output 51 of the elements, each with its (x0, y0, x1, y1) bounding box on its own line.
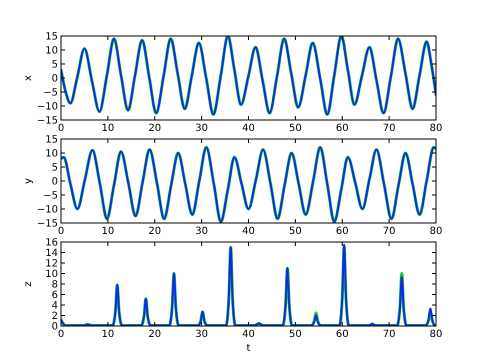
x-tick-label: 10 (102, 123, 114, 134)
x-tick-label: 70 (382, 329, 396, 340)
x-tick-label: 30 (195, 226, 208, 237)
y-tick-label: 10 (45, 148, 58, 160)
y-tick-label: 4 (52, 300, 58, 312)
y-tick-label: 5 (52, 162, 58, 174)
y-tick-label: 8 (52, 280, 58, 290)
y-tick-label: 10 (45, 269, 58, 280)
y-axis-title: z (23, 281, 34, 287)
x-tick-label: 60 (336, 123, 349, 134)
x-tick-label: 30 (195, 329, 208, 340)
y-tick-label: 2 (52, 311, 58, 322)
x-tick-label: 20 (148, 329, 162, 340)
x-tick-label: 50 (289, 329, 302, 340)
x-tick-label: 60 (336, 329, 349, 340)
x-tick-label: 20 (148, 123, 162, 134)
y-tick-label: 16 (45, 238, 58, 248)
y-tick-label: 12 (45, 258, 58, 270)
y-tick-label: 15 (45, 134, 58, 146)
y-axis-title: y (23, 178, 34, 184)
y-tick-label: 0 (52, 176, 58, 188)
y-tick-label: −15 (36, 218, 58, 230)
x-axis-title: t (246, 343, 251, 354)
y-tick-label: 14 (45, 248, 58, 259)
y-tick-label: 5 (52, 60, 58, 70)
y-tick-label: −5 (43, 88, 58, 98)
y-tick-label: 0 (52, 74, 58, 84)
x-tick-label: 50 (289, 226, 302, 237)
x-tick-label: 70 (382, 123, 396, 134)
y-tick-label: −10 (36, 102, 58, 112)
x-tick-label: 40 (242, 123, 255, 134)
y-axis-title: x (23, 74, 34, 81)
x-tick-label: 10 (102, 226, 114, 237)
y-tick-label: 6 (52, 290, 58, 301)
x-tick-label: 80 (430, 226, 442, 237)
x-tick-label: 80 (430, 123, 442, 134)
x-tick-label: 40 (242, 226, 255, 237)
y-tick-label: −5 (43, 190, 58, 202)
y-tick-label: 0 (52, 322, 58, 332)
y-tick-label: 15 (45, 32, 58, 42)
x-tick-label: 10 (102, 329, 114, 340)
y-tick-label: −15 (36, 116, 58, 126)
x-tick-label: 60 (336, 226, 349, 237)
x-tick-label: 40 (242, 329, 255, 340)
x-tick-label: 50 (289, 123, 302, 134)
x-tick-label: 30 (195, 123, 208, 134)
y-tick-label: −10 (36, 204, 58, 216)
x-tick-label: 80 (430, 329, 442, 340)
x-tick-label: 70 (382, 226, 396, 237)
x-tick-label: 20 (148, 226, 162, 237)
y-tick-label: 10 (45, 46, 58, 56)
